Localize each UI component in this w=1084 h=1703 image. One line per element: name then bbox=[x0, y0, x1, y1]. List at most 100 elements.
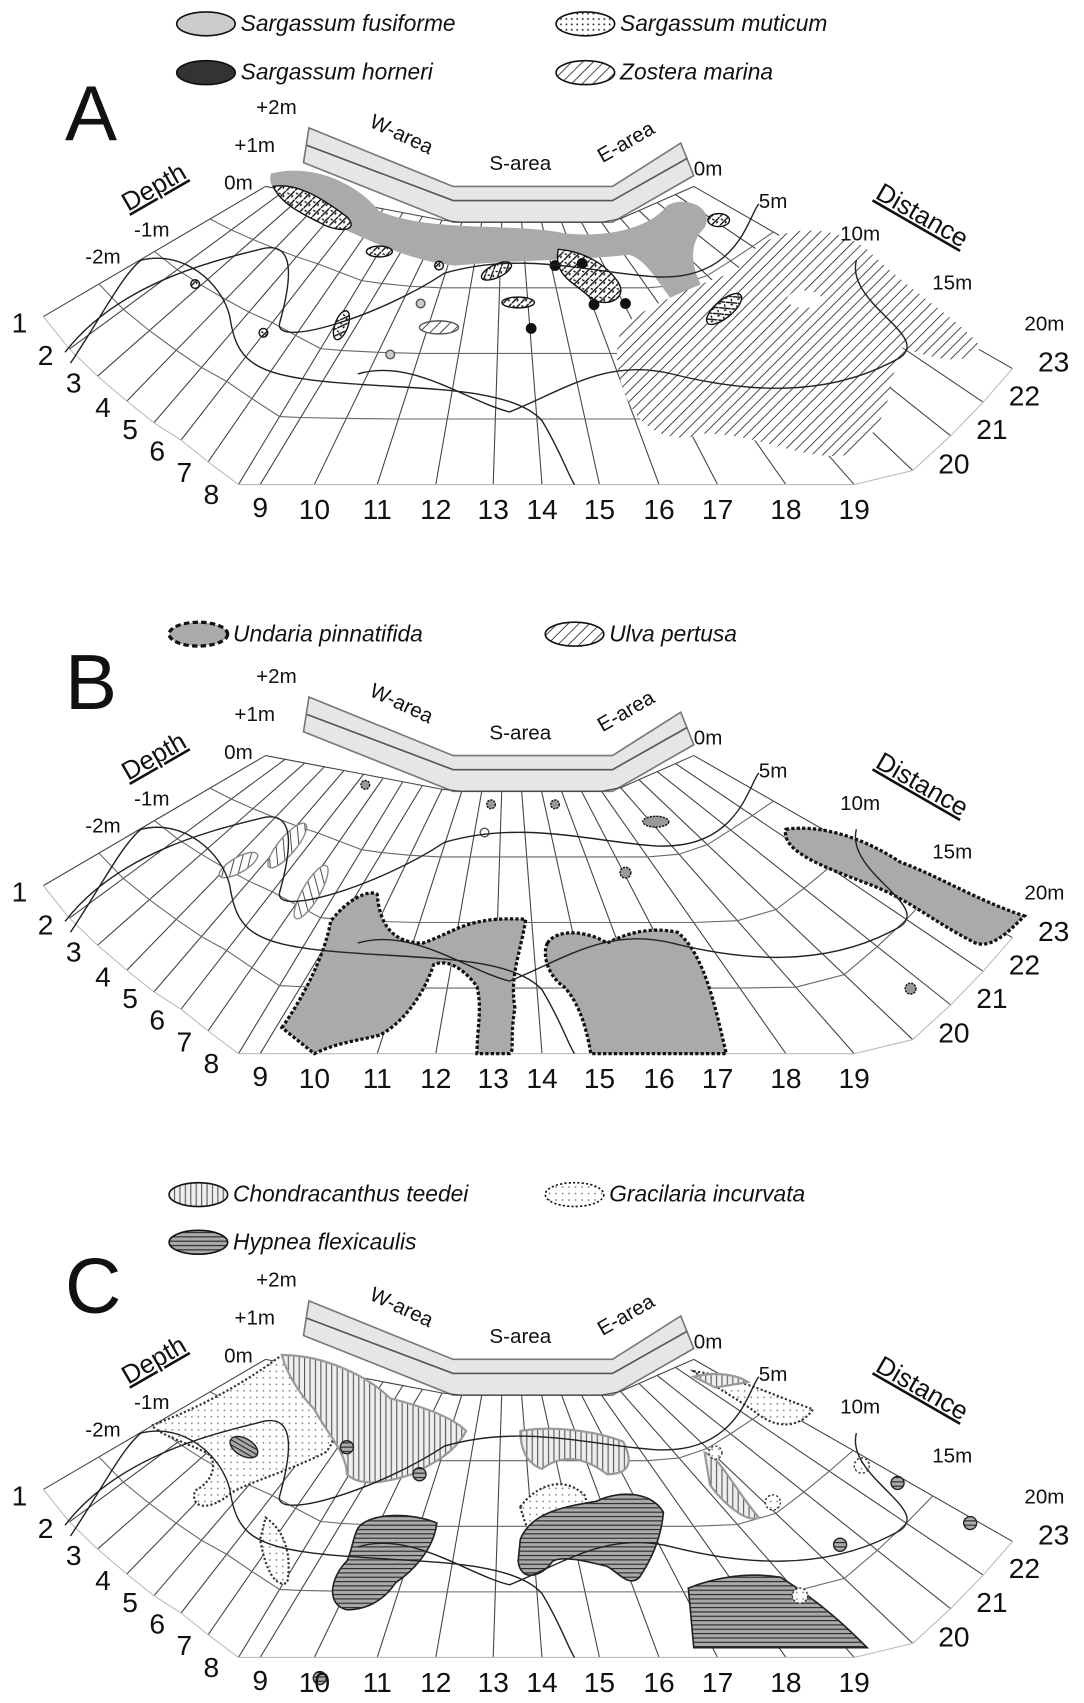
legend-swatch bbox=[177, 61, 236, 85]
depth-title: Depth bbox=[116, 1329, 191, 1390]
depth-title: Depth bbox=[116, 726, 191, 787]
transect-label: 22 bbox=[1009, 1552, 1040, 1584]
transect-label: 14 bbox=[526, 1666, 557, 1698]
distance-label: 10m bbox=[840, 1396, 880, 1419]
species-patch bbox=[792, 1588, 807, 1603]
legend-label: Sargassum fusiforme bbox=[241, 10, 456, 36]
transect-label: 13 bbox=[478, 1666, 509, 1698]
transect-label: 19 bbox=[839, 1062, 870, 1094]
transect-label: 6 bbox=[149, 435, 165, 467]
transect-label: 18 bbox=[770, 493, 801, 525]
transect-label: 4 bbox=[95, 960, 111, 992]
legend-label: Sargassum horneri bbox=[241, 59, 434, 85]
transect-label: 2 bbox=[38, 339, 54, 371]
species-patch bbox=[705, 1453, 759, 1519]
species-patch bbox=[333, 1515, 437, 1609]
transect-label: 8 bbox=[204, 1047, 220, 1079]
transect-label: 7 bbox=[176, 1629, 192, 1661]
area-label: W-area bbox=[366, 679, 437, 728]
species-patch bbox=[891, 1476, 904, 1489]
depth-label: -1m bbox=[134, 1391, 169, 1414]
depth-label: 0m bbox=[224, 741, 253, 764]
legend-label: Chondracanthus teedei bbox=[233, 1181, 469, 1207]
depth-label: +2m bbox=[256, 665, 297, 688]
distance-label: 0m bbox=[694, 158, 723, 181]
legend-swatch bbox=[545, 1183, 604, 1207]
depth-label: 0m bbox=[224, 1345, 253, 1368]
depth-label: -1m bbox=[134, 787, 169, 810]
transect-label: 1 bbox=[12, 1480, 28, 1512]
area-label: W-area bbox=[366, 1283, 437, 1332]
species-patch bbox=[551, 800, 560, 809]
depth-label: -1m bbox=[134, 218, 169, 241]
transect-label: 8 bbox=[204, 478, 220, 510]
distance-title: Distance bbox=[871, 746, 974, 823]
species-patch bbox=[834, 1538, 847, 1551]
transect-label: 22 bbox=[1009, 948, 1040, 980]
distance-label: 20m bbox=[1024, 882, 1064, 905]
depth-label: +2m bbox=[256, 1269, 297, 1292]
transect-label: 3 bbox=[66, 366, 82, 398]
transect-label: 19 bbox=[839, 493, 870, 525]
legend-label: Sargassum muticum bbox=[620, 10, 827, 36]
area-label: E-area bbox=[594, 1289, 659, 1340]
transect-label: 19 bbox=[839, 1666, 870, 1698]
transect-label: 23 bbox=[1038, 1519, 1069, 1551]
species-patch bbox=[420, 321, 459, 334]
depth-label: -2m bbox=[85, 815, 120, 838]
transect-label: 22 bbox=[1009, 379, 1040, 411]
transect-label: 11 bbox=[363, 1666, 392, 1698]
transect-label: 1 bbox=[12, 876, 28, 908]
legend-label: Zostera marina bbox=[619, 59, 773, 85]
species-patch bbox=[366, 246, 392, 257]
transect-label: 9 bbox=[252, 1060, 268, 1092]
depth-label: -2m bbox=[85, 245, 120, 268]
legend-swatch bbox=[556, 12, 615, 36]
transect-label: 11 bbox=[363, 1062, 392, 1094]
area-label: E-area bbox=[594, 117, 659, 168]
transect-label: 21 bbox=[976, 1586, 1007, 1618]
transect-label: 16 bbox=[643, 493, 674, 525]
transect-label: 10 bbox=[299, 493, 330, 525]
species-patch bbox=[340, 1441, 353, 1454]
species-patch bbox=[502, 297, 535, 308]
legend-label: Undaria pinnatifida bbox=[233, 620, 423, 646]
legend-swatch bbox=[177, 12, 236, 36]
species-patch bbox=[620, 298, 631, 309]
panel-label: B bbox=[65, 638, 117, 726]
depth-label: +1m bbox=[234, 1307, 275, 1330]
transect-label: 15 bbox=[584, 1062, 615, 1094]
area-label: W-area bbox=[366, 110, 437, 159]
legend-swatch bbox=[169, 1230, 228, 1254]
transect-label: 2 bbox=[38, 908, 54, 940]
transect-label: 17 bbox=[702, 493, 733, 525]
transect-label: 18 bbox=[770, 1062, 801, 1094]
distance-label: 5m bbox=[759, 759, 788, 782]
species-patch bbox=[520, 1429, 628, 1474]
species-patch bbox=[620, 867, 631, 878]
area-label: S-area bbox=[489, 1325, 551, 1348]
species-patch bbox=[386, 350, 395, 359]
transect-label: 8 bbox=[204, 1651, 220, 1683]
transect-label: 17 bbox=[702, 1666, 733, 1698]
species-patch bbox=[263, 818, 313, 872]
transect-label: 20 bbox=[938, 1017, 969, 1049]
transect-label: 15 bbox=[584, 493, 615, 525]
panel-label: C bbox=[65, 1242, 121, 1330]
distance-label: 15m bbox=[932, 271, 972, 294]
transect-label: 3 bbox=[66, 935, 82, 967]
transect-label: 15 bbox=[584, 1666, 615, 1698]
transect-label: 6 bbox=[149, 1607, 165, 1639]
transect-label: 23 bbox=[1038, 346, 1069, 378]
distance-label: 20m bbox=[1024, 313, 1064, 336]
species-patch bbox=[480, 828, 489, 837]
transect-label: 20 bbox=[938, 448, 969, 480]
area-label: E-area bbox=[594, 686, 659, 737]
transect-label: 5 bbox=[122, 1586, 138, 1618]
species-patch bbox=[643, 816, 669, 827]
transect-label: 23 bbox=[1038, 915, 1069, 947]
distance-label: 5m bbox=[759, 190, 788, 213]
distance-label: 15m bbox=[932, 841, 972, 864]
panel: CDepth+2m+1m0m-1m-2mW-areaS-areaE-areaDi… bbox=[12, 1242, 1070, 1698]
